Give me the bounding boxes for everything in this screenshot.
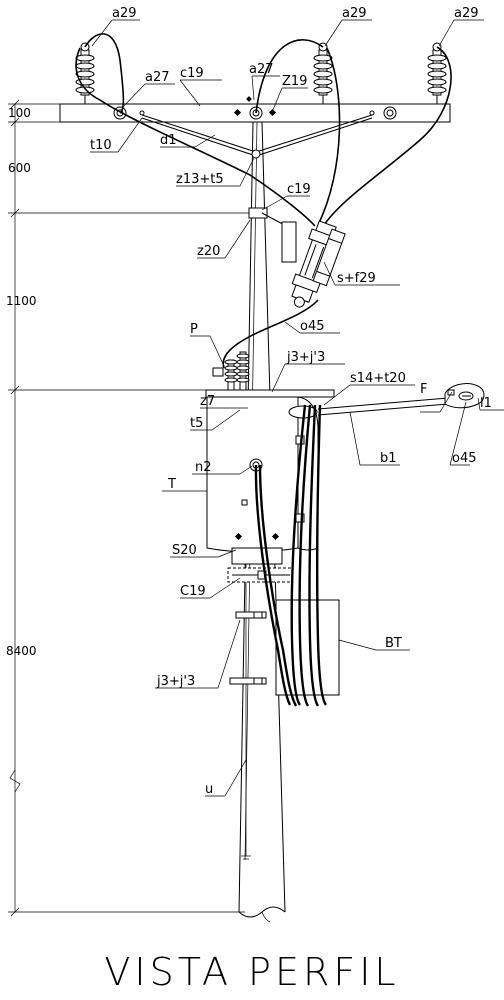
lv-cables	[229, 404, 328, 707]
label-l1: l1	[480, 396, 492, 411]
label-c19-pole: c19	[287, 182, 311, 197]
dim-100: 100	[8, 106, 31, 120]
transformer	[205, 351, 335, 565]
dim-1100: 1100	[6, 294, 37, 308]
street-light	[317, 383, 485, 416]
label-z13-t5: z13+t5	[176, 172, 224, 187]
label-b1: b1	[380, 451, 397, 466]
cutout-to-transformer-lead	[222, 299, 319, 369]
crossarm	[59, 96, 451, 123]
label-bt: BT	[385, 636, 402, 651]
leader-lines	[90, 19, 504, 797]
dim-8400: 8400	[6, 644, 37, 658]
label-a27-left: a27	[145, 70, 170, 85]
lower-clamp	[227, 567, 293, 583]
label-z20: z20	[197, 244, 220, 259]
label-o45-top: o45	[300, 319, 325, 334]
label-a29-mid: a29	[342, 6, 367, 21]
hv-conductors	[75, 33, 452, 229]
insulator-middle	[313, 42, 333, 104]
label-s20: S20	[172, 543, 197, 558]
crossarm-brace	[141, 114, 373, 159]
label-t10: t10	[90, 138, 112, 153]
label-c19-top: c19	[180, 66, 204, 81]
label-u: u	[205, 782, 213, 797]
dim-600: 600	[8, 161, 31, 175]
label-j3-j3-low: j3+j'3	[156, 674, 195, 689]
label-t5: t5	[190, 416, 203, 431]
label-a29-right: a29	[454, 6, 479, 21]
label-o45-lamp: o45	[452, 451, 477, 466]
cutout-bracket	[248, 207, 297, 263]
label-t: T	[167, 477, 176, 492]
label-j3-j3-top: j3+j'3	[286, 350, 325, 365]
label-p: P	[190, 322, 198, 337]
lv-box	[275, 599, 340, 696]
label-c19-low: C19	[180, 584, 206, 599]
label-a27-mid: a27	[249, 62, 274, 77]
dimension-lines	[8, 99, 250, 917]
label-s14-t20: s14+t20	[350, 371, 406, 386]
label-s-f29: s+f29	[337, 271, 376, 286]
label-f: F	[420, 382, 427, 397]
drawing-title: VISTA PERFIL	[104, 950, 399, 994]
label-z19: Z19	[282, 74, 307, 89]
label-z7: z7	[200, 394, 215, 409]
surge-arrester	[312, 228, 346, 287]
label-n2: n2	[195, 460, 212, 475]
label-a29-left: a29	[112, 6, 137, 21]
label-d1: d1	[160, 133, 177, 148]
